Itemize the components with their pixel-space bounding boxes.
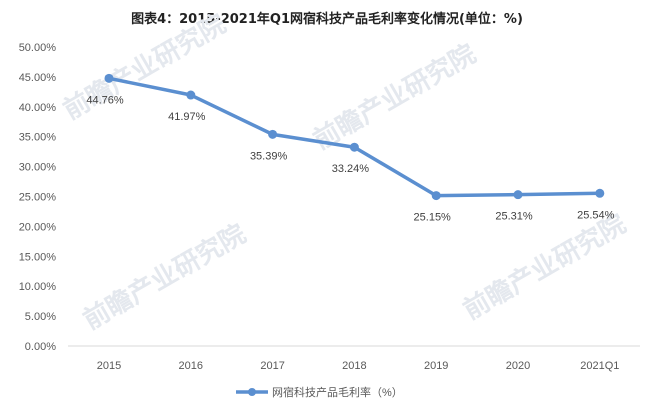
y-tick-label: 40.00% (19, 102, 57, 114)
y-tick-label: 45.00% (19, 72, 57, 84)
y-tick-label: 0.00% (25, 341, 56, 353)
y-tick-label: 10.00% (19, 281, 57, 293)
data-point-marker (268, 129, 278, 139)
legend-label: 网宿科技产品毛利率（%） (272, 385, 403, 399)
x-tick-label: 2015 (97, 360, 121, 372)
data-label: 25.31% (495, 211, 533, 223)
legend-marker-icon (248, 388, 256, 396)
data-label: 25.54% (577, 209, 615, 221)
x-tick-label: 2021Q1 (580, 360, 619, 372)
data-point-marker (349, 142, 359, 152)
chart-title: 图表4：2015-2021年Q1网宿科技产品毛利率变化情况(单位：%) (131, 12, 523, 27)
data-label: 35.39% (250, 150, 288, 162)
y-tick-label: 5.00% (25, 311, 56, 323)
x-tick-label: 2019 (424, 360, 448, 372)
data-point-marker (186, 90, 196, 100)
x-tick-label: 2016 (179, 360, 203, 372)
watermark: 前瞻产业研究院 (458, 208, 631, 326)
x-tick-label: 2017 (260, 360, 284, 372)
data-point-marker (104, 73, 114, 83)
data-point-marker (595, 188, 605, 198)
y-tick-label: 30.00% (19, 162, 57, 174)
y-tick-label: 35.00% (19, 132, 57, 144)
data-point-marker (431, 191, 441, 201)
data-point-marker (513, 190, 523, 200)
watermark: 前瞻产业研究院 (78, 218, 251, 336)
data-label: 44.76% (86, 94, 124, 106)
watermark: 前瞻产业研究院 (308, 38, 481, 156)
x-tick-label: 2020 (506, 360, 530, 372)
x-tick-label: 2018 (342, 360, 366, 372)
data-label: 25.15% (414, 212, 452, 224)
data-label: 33.24% (332, 163, 370, 175)
watermark: 前瞻产业研究院 (58, 8, 231, 126)
y-tick-label: 20.00% (19, 221, 57, 233)
y-tick-label: 50.00% (19, 42, 57, 54)
data-label: 41.97% (168, 111, 206, 123)
y-tick-label: 15.00% (19, 251, 57, 263)
y-tick-label: 25.00% (19, 192, 57, 204)
